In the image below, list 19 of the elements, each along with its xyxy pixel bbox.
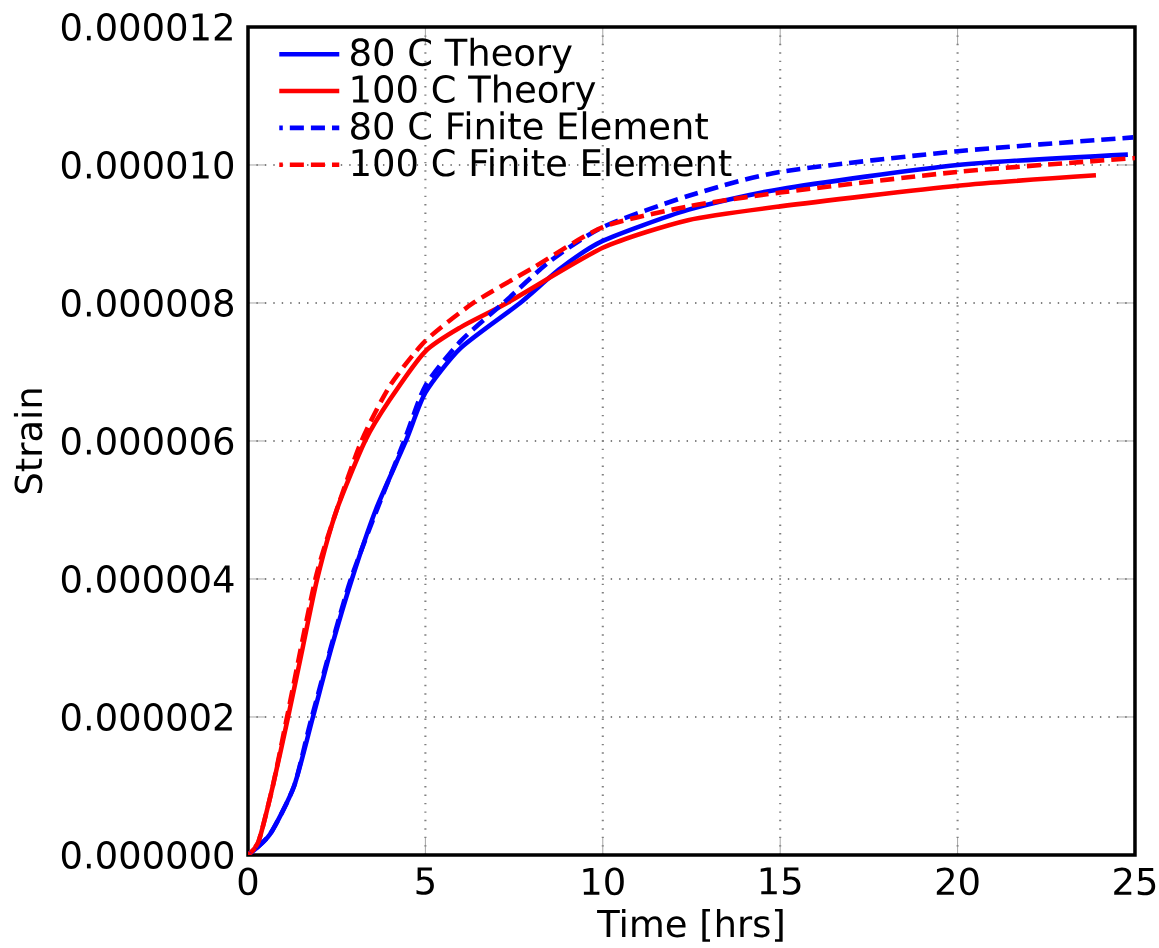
y-tick-label: 0.000012 [61, 13, 232, 41]
y-tick-label: 0.000002 [61, 703, 232, 731]
y-tick-label: 0.000000 [61, 841, 234, 869]
x-tick-label: 10 [583, 867, 624, 896]
legend-label: 80 C Theory [351, 37, 572, 74]
y-axis-title: Strain [13, 389, 43, 494]
x-tick-label: 20 [936, 867, 979, 896]
y-tick-label: 0.000004 [61, 565, 234, 593]
legend-label: 80 C Finite Element [351, 111, 708, 140]
legend-label: 100 C Theory [352, 74, 596, 111]
x-tick-label: 25 [1114, 867, 1156, 896]
y-tick-label: 0.000010 [61, 151, 234, 179]
x-tick-label: 15 [760, 867, 801, 895]
y-tick-label: 0.000006 [61, 427, 234, 455]
x-tick-label: 0 [238, 867, 258, 896]
x-axis-title: Time [hrs] [597, 908, 783, 942]
x-tick-label: 5 [416, 867, 434, 895]
legend-label: 100 C Finite Element [352, 148, 732, 177]
y-tick-label: 0.000008 [61, 289, 233, 317]
